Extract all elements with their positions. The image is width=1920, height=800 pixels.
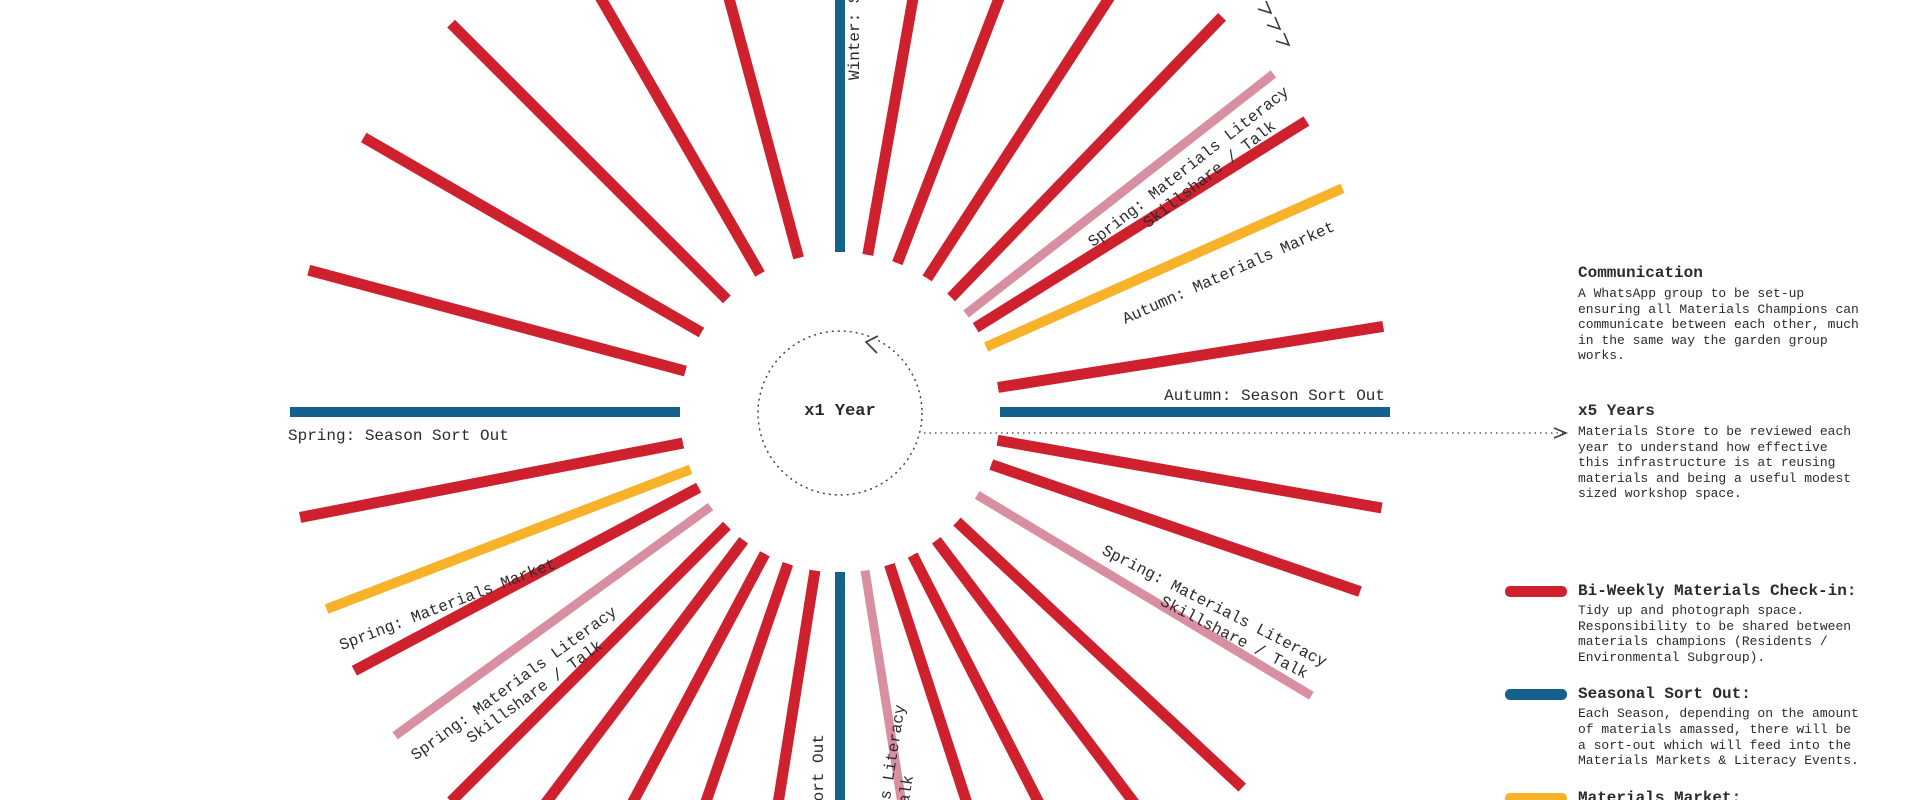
legend-swatch-checkin [1505,586,1567,597]
connector-arrowhead-icon [1553,427,1568,439]
five-years-body: Materials Store to be reviewed each year… [1578,424,1852,502]
five-years-note: x5 Years Materials Store to be reviewed … [1578,402,1888,502]
spoke-seasonal-0 [840,407,1390,417]
legend-swatch-seasonal [1505,689,1567,701]
communication-note: Communication A WhatsApp group to be set… [1578,264,1888,364]
year-cycle-circle [757,330,923,496]
spoke-label-autumn-sort: Autumn: Season Sort Out [1164,387,1385,405]
legend-title-seasonal: Seasonal Sort Out: [1578,685,1751,704]
legend-swatch-market [1505,792,1567,800]
legend-body-seasonal: Each Season, depending on the amount of … [1578,706,1859,769]
communication-title: Communication [1578,264,1703,282]
legend-item-checkin: Bi-Weekly Materials Check-in: Tidy up and… [1505,582,1908,665]
cycle-arrowhead-icon [864,335,879,354]
legend: Bi-Weekly Materials Check-in: Tidy up and… [1505,582,1908,800]
legend-title-market: Materials Market: [1578,788,1742,800]
legend-item-market: Materials Market: [1505,788,1908,800]
legend-item-seasonal: Seasonal Sort Out: Each Season, depending… [1505,685,1908,769]
spoke-label-spring-sort: Spring: Season Sort Out [288,427,509,445]
continuation-chevrons-icon [1257,0,1291,47]
center-year-label: x1 Year [804,402,876,421]
communication-body: A WhatsApp group to be set-up ensuring a… [1578,286,1859,364]
five-years-title: x5 Years [1578,402,1655,420]
legend-body-checkin: Tidy up and photograph space. Responsibi… [1578,603,1852,665]
legend-title-checkin: Bi-Weekly Materials Check-in: [1578,582,1857,600]
